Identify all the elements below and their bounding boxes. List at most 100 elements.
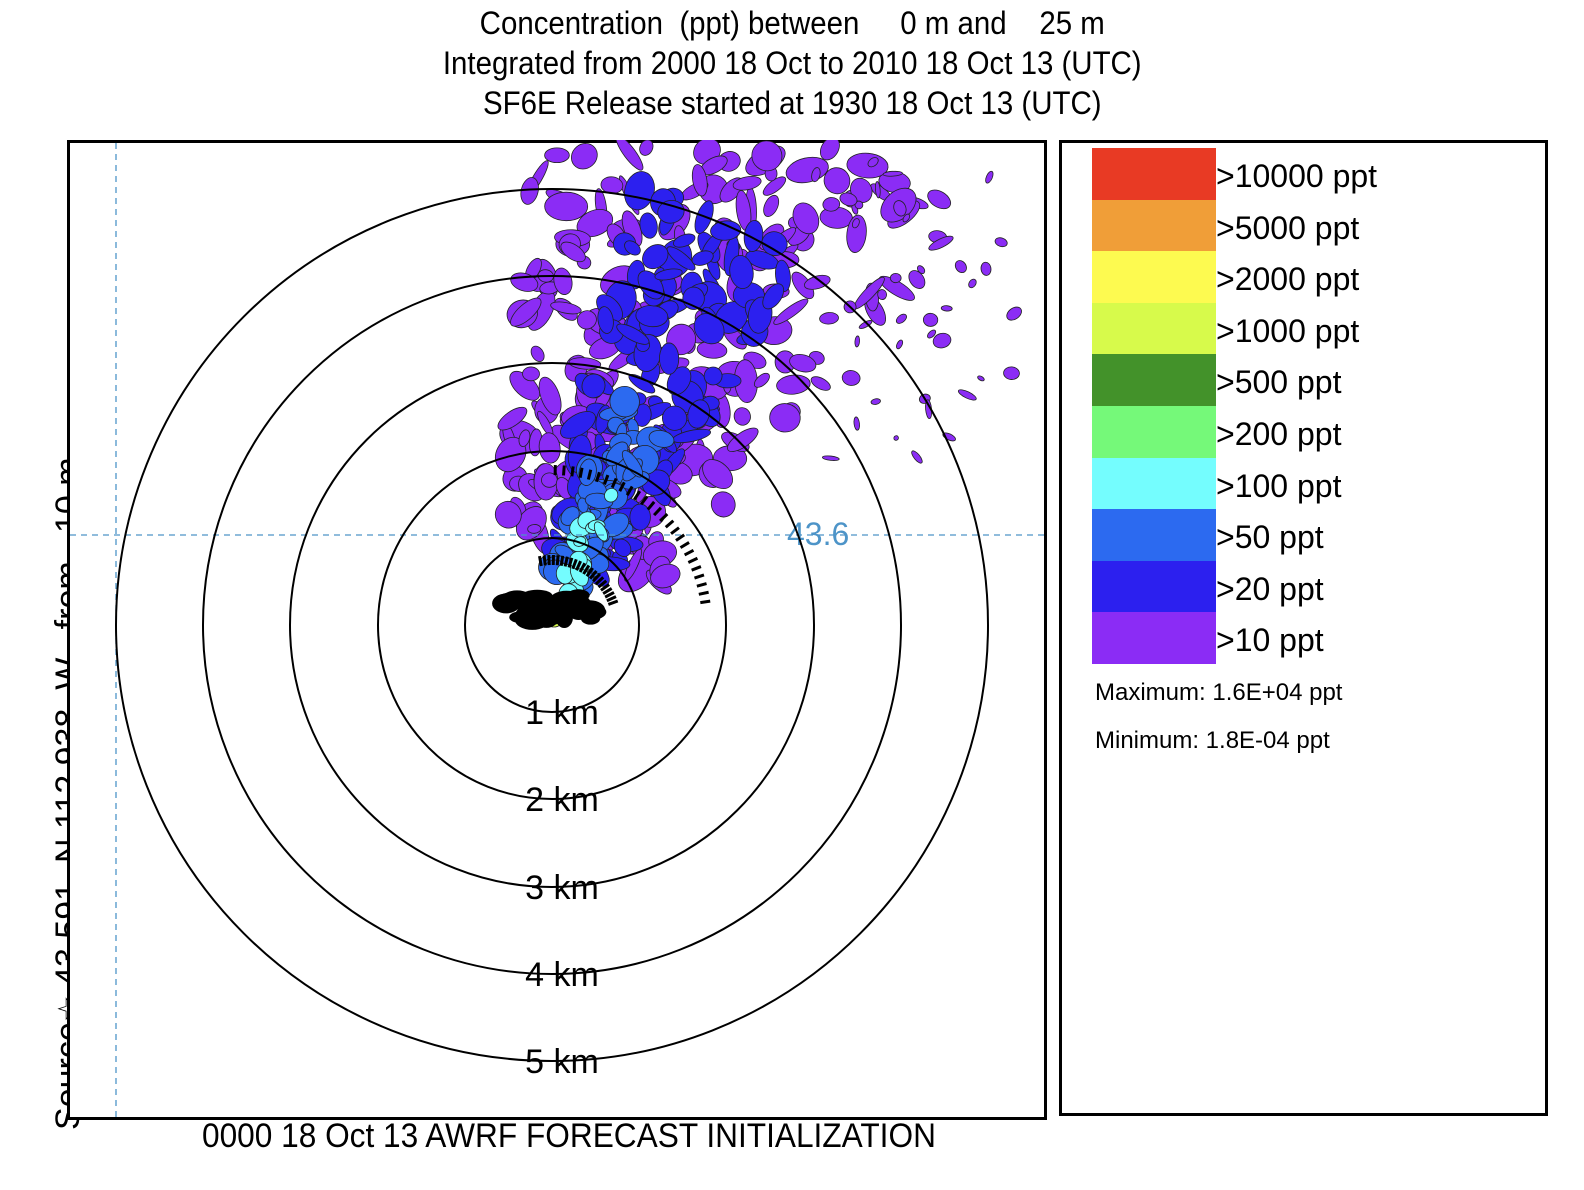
plume-cell-10ppt	[811, 167, 821, 183]
plume-cell-20ppt	[666, 366, 692, 396]
plume-cell-10ppt	[789, 353, 817, 373]
concentration-plume	[494, 140, 1022, 628]
plume-cell-10ppt	[497, 406, 528, 431]
plume-cell-10ppt	[968, 278, 977, 289]
plume-cell-10ppt	[882, 170, 903, 177]
plume-cell-10ppt	[522, 366, 540, 382]
plume-cell-50ppt	[648, 429, 675, 448]
overplotted-label-mark	[582, 564, 591, 575]
legend-swatch	[1092, 457, 1216, 510]
legend-label: >1000 ppt	[1216, 312, 1360, 349]
plume-cell-10ppt	[985, 170, 994, 184]
plume-cell-10ppt	[691, 164, 708, 197]
plume-cell-10ppt	[732, 176, 762, 191]
overplotted-label-mark	[618, 481, 626, 492]
legend-swatch	[1092, 560, 1216, 613]
overplotted-label-mark	[625, 485, 634, 496]
overplotted-label-mark	[679, 541, 690, 549]
plume-cell-10ppt	[520, 177, 539, 205]
source-label-clutter	[492, 465, 711, 630]
plume-cell-10ppt	[494, 500, 522, 529]
legend-label: >50 ppt	[1216, 519, 1324, 556]
plume-cell-10ppt	[792, 202, 820, 235]
legend-swatch	[1092, 406, 1216, 458]
overplotted-label-mark	[694, 573, 705, 580]
legend-label: >200 ppt	[1216, 416, 1342, 452]
legend-swatch	[1092, 612, 1216, 665]
plume-cell-10ppt	[874, 181, 881, 199]
overplotted-label-mark	[607, 599, 619, 606]
overplotted-label-mark	[683, 548, 695, 557]
plume-cell-10ppt	[823, 167, 851, 195]
plume-cell-20ppt	[581, 373, 606, 399]
plume-cell-10ppt	[822, 197, 841, 212]
overplotted-label-mark	[578, 467, 584, 478]
plume-cell-10ppt	[889, 272, 902, 284]
plume-cell-10ppt	[940, 305, 953, 312]
overplotted-label-mark	[578, 562, 587, 573]
plume-cell-10ppt	[819, 140, 840, 161]
plume-cell-10ppt	[553, 267, 573, 295]
plume-cell-10ppt	[510, 297, 542, 327]
overplotted-label-mark	[594, 576, 605, 586]
plume-cell-10ppt	[932, 332, 952, 349]
plume-cell-10ppt	[895, 313, 907, 324]
latitude-label: 43.6	[787, 516, 849, 552]
distance-ring	[464, 537, 640, 713]
legend-label: >10 ppt	[1216, 622, 1324, 659]
ring-distance-label: 2 km	[525, 781, 599, 819]
overplotted-label-mark	[664, 519, 675, 529]
plume-cell-10ppt	[908, 270, 926, 289]
overplotted-label-mark	[509, 611, 529, 623]
legend-label: >2000 ppt	[1216, 261, 1360, 298]
plume-cell-10ppt	[927, 329, 937, 339]
plume-cell-10ppt	[980, 261, 992, 276]
plume-cell-10ppt	[544, 147, 570, 164]
plume-cell-10ppt	[544, 191, 589, 222]
overplotted-label-mark	[563, 556, 569, 567]
plume-cell-20ppt	[639, 212, 658, 239]
distance-ring	[377, 450, 727, 800]
plume-cell-10ppt	[853, 416, 860, 431]
plume-cell-20ppt	[616, 323, 650, 345]
plume-cell-10ppt	[839, 192, 858, 207]
overplotted-label-mark	[687, 556, 699, 564]
plume-cell-10ppt	[769, 403, 801, 433]
ring-distance-label: 4 km	[525, 956, 599, 994]
overplotted-label-mark	[562, 465, 566, 476]
legend-swatch	[1092, 302, 1216, 355]
plume-cell-10ppt	[854, 335, 860, 348]
plume-cell-10ppt	[773, 298, 809, 325]
plume-cell-10ppt	[928, 235, 954, 251]
legend-label: >20 ppt	[1216, 570, 1324, 607]
plume-cell-10ppt	[877, 289, 887, 300]
plume-cell-10ppt	[819, 312, 839, 325]
plume-cell-10ppt	[576, 310, 597, 330]
overplotted-label-mark	[604, 591, 615, 599]
overplotted-label-mark	[653, 506, 663, 517]
plume-cell-10ppt	[927, 189, 952, 210]
plume-cell-10ppt	[810, 376, 831, 391]
overplotted-label-mark	[559, 555, 565, 566]
plume-cell-10ppt	[916, 265, 926, 274]
plume-cell-10ppt	[710, 491, 736, 518]
overplotted-label-mark	[646, 500, 656, 511]
distance-ring	[289, 362, 815, 888]
plume-cell-10ppt	[957, 389, 977, 401]
plume-cell-20ppt	[762, 283, 785, 310]
overplotted-label-mark	[659, 512, 669, 523]
overplotted-label-mark	[571, 558, 578, 570]
plume-cell-20ppt	[661, 405, 688, 431]
plume-cell-10ppt	[527, 524, 542, 534]
legend-swatch	[1092, 199, 1216, 252]
overplotted-label-mark	[600, 583, 610, 592]
legend-swatch	[1092, 251, 1216, 304]
maximum-value: Maximum: 1.6E+04 ppt	[1095, 679, 1343, 706]
plume-cell-20ppt	[613, 538, 632, 557]
ring-distance-label: 5 km	[525, 1043, 599, 1081]
forecast-initialization-label: 0000 18 Oct 13 AWRF FORECAST INITIALIZAT…	[202, 1117, 936, 1155]
plume-cell-20ppt	[703, 366, 723, 386]
overplotted-label-mark	[570, 466, 575, 477]
plume-cell-20ppt	[673, 233, 696, 248]
title-integration-period: Integrated from 2000 18 Oct to 2010 18 O…	[442, 45, 1142, 81]
